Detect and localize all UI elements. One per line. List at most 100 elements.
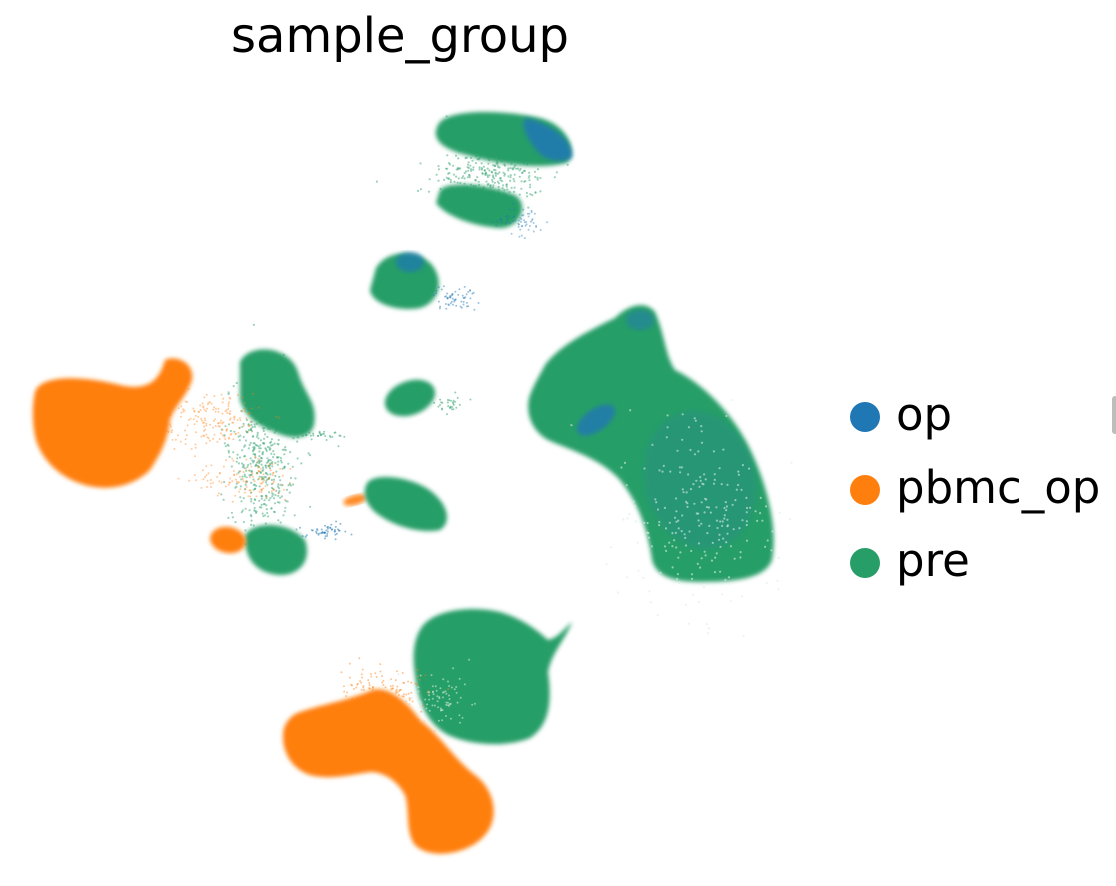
scatter-point bbox=[262, 415, 265, 418]
scatter-point bbox=[497, 157, 500, 160]
scatter-point bbox=[270, 486, 274, 489]
scatter-point bbox=[263, 390, 266, 394]
scatter-point bbox=[223, 480, 226, 484]
scatter-point bbox=[623, 461, 627, 464]
scatter-point bbox=[518, 219, 520, 222]
scatter-point bbox=[179, 440, 182, 443]
scatter-point bbox=[345, 695, 347, 697]
scatter-point bbox=[241, 449, 244, 452]
scatter-point bbox=[252, 323, 255, 326]
scatter-point bbox=[713, 473, 716, 476]
scatter-point bbox=[277, 494, 280, 497]
scatter-point bbox=[469, 289, 472, 292]
scatter-point bbox=[741, 464, 745, 467]
scatter-point bbox=[205, 424, 208, 427]
scatter-point bbox=[454, 391, 457, 394]
scatter-point bbox=[256, 433, 259, 436]
scatter-point bbox=[692, 483, 695, 486]
scatter-point bbox=[711, 541, 714, 545]
scatter-point bbox=[448, 296, 451, 299]
scatter-point bbox=[348, 662, 351, 665]
scatter-point bbox=[510, 186, 513, 189]
cluster-orange-small bbox=[210, 526, 246, 554]
scatter-point bbox=[284, 449, 287, 452]
scatter-point bbox=[262, 515, 265, 518]
scatter-point bbox=[324, 435, 327, 437]
scatter-point bbox=[482, 165, 485, 168]
scatter-point bbox=[231, 457, 234, 460]
scatter-point bbox=[287, 462, 290, 465]
scatter-point bbox=[273, 431, 276, 434]
scatter-point bbox=[699, 476, 702, 479]
scatter-point bbox=[257, 437, 260, 440]
scatter-point bbox=[273, 453, 276, 456]
scatter-point bbox=[681, 438, 684, 441]
scatter-point bbox=[258, 470, 260, 473]
scatter-point bbox=[273, 488, 275, 491]
scatter-point bbox=[523, 162, 526, 165]
scatter-point bbox=[194, 414, 197, 417]
scatter-point bbox=[267, 393, 270, 396]
scatter-point bbox=[468, 173, 471, 177]
scatter-point bbox=[268, 476, 271, 479]
scatter-point bbox=[491, 171, 494, 174]
scatter-point bbox=[445, 692, 448, 695]
scatter-point bbox=[445, 307, 448, 310]
scatter-point bbox=[126, 414, 129, 417]
scatter-point bbox=[622, 518, 625, 521]
scatter-point bbox=[375, 180, 378, 183]
scatter-point bbox=[382, 683, 385, 686]
scatter-point bbox=[277, 483, 280, 486]
scatter-point bbox=[494, 171, 497, 174]
scatter-point bbox=[496, 150, 499, 153]
scatter-point bbox=[447, 303, 450, 306]
scatter-point bbox=[267, 458, 271, 462]
scatter-point bbox=[278, 501, 281, 504]
scatter-point bbox=[243, 466, 246, 469]
scatter-point bbox=[265, 449, 268, 453]
scatter-point bbox=[248, 412, 251, 415]
scatter-point bbox=[279, 479, 282, 482]
scatter-point bbox=[368, 682, 371, 684]
scatter-point bbox=[705, 506, 709, 509]
scatter-point bbox=[445, 703, 448, 706]
scatter-point bbox=[257, 445, 260, 448]
scatter-point bbox=[436, 695, 439, 698]
scatter-point bbox=[283, 510, 286, 513]
scatter-point bbox=[277, 519, 280, 522]
scatter-point bbox=[474, 179, 477, 182]
scatter-point bbox=[229, 433, 232, 436]
scatter-point bbox=[382, 696, 385, 699]
scatter-point bbox=[234, 433, 237, 435]
scatter-point bbox=[248, 425, 251, 427]
scatter-point bbox=[720, 483, 723, 486]
scatter-point bbox=[382, 704, 385, 707]
scatter-point bbox=[271, 424, 274, 428]
scatter-point bbox=[270, 452, 273, 455]
scatter-point bbox=[503, 158, 506, 161]
scatter-point bbox=[283, 465, 286, 469]
scatter-point bbox=[461, 176, 464, 180]
scatter-point bbox=[226, 443, 229, 446]
cluster-bottom-orange bbox=[283, 689, 494, 854]
scatter-point bbox=[201, 469, 204, 472]
scatter-point bbox=[492, 154, 495, 157]
scatter-point bbox=[186, 424, 189, 427]
scatter-point bbox=[252, 446, 255, 449]
scatter-point bbox=[705, 498, 708, 501]
scatter-point bbox=[745, 506, 749, 510]
scatter-point bbox=[719, 545, 722, 549]
scatter-point bbox=[437, 405, 440, 408]
scatter-point bbox=[387, 703, 390, 706]
scatter-point bbox=[243, 410, 246, 413]
scatter-point bbox=[497, 182, 500, 185]
scatter-point bbox=[498, 171, 501, 174]
scatter-point bbox=[223, 435, 226, 438]
scatter-point bbox=[437, 706, 440, 709]
scatter-point bbox=[407, 680, 410, 683]
scatter-point bbox=[514, 219, 517, 222]
cluster-orange-left-trail bbox=[115, 388, 280, 450]
scatter-point bbox=[205, 433, 208, 436]
scatter-point bbox=[432, 690, 434, 693]
scatter-point bbox=[522, 158, 525, 162]
